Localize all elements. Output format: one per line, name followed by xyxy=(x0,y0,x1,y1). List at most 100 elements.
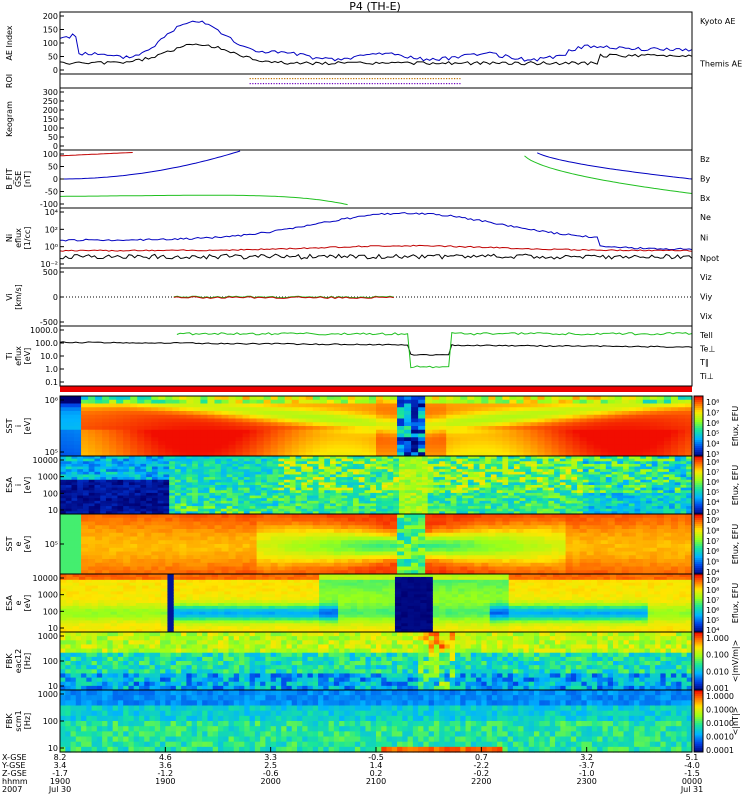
spectrogram-cell xyxy=(421,471,429,476)
spectrogram-cell xyxy=(330,508,337,512)
spectrogram-cell xyxy=(462,492,469,497)
spectrogram-cell xyxy=(516,566,525,571)
spectrogram-cell xyxy=(686,503,693,507)
spectrogram-cell xyxy=(439,466,446,470)
spectrogram-cell xyxy=(330,482,337,486)
spectrogram-cell xyxy=(277,555,286,560)
spectrogram-cell xyxy=(305,433,314,438)
spectrogram-cell xyxy=(593,411,602,416)
spectrogram-cell xyxy=(130,559,138,564)
spectrogram-cell xyxy=(559,458,567,462)
spectrogram-cell xyxy=(146,503,153,507)
spectrogram-cell xyxy=(542,477,549,481)
spectrogram-cell xyxy=(577,492,584,497)
spectrogram-cell xyxy=(467,477,475,481)
spectrogram-cell xyxy=(67,551,75,556)
spectrogram-cell xyxy=(614,452,623,457)
spectrogram-cell xyxy=(460,532,468,538)
spectrogram-cell xyxy=(123,429,131,435)
spectrogram-cell xyxy=(353,469,360,473)
spectrogram-cell xyxy=(305,418,314,423)
spectrogram-cell xyxy=(462,479,469,483)
spectrogram-cell xyxy=(383,555,391,560)
spectrogram-cell xyxy=(144,452,152,457)
spectrogram-cell xyxy=(109,562,117,568)
spectrogram-cell xyxy=(249,525,258,530)
spectrogram-cell xyxy=(571,500,578,505)
spectrogram-cell xyxy=(404,490,412,494)
spectrogram-cell xyxy=(291,411,300,416)
spectrogram-cell xyxy=(397,517,405,523)
spectrogram-cell xyxy=(508,487,515,491)
spectrogram-cell xyxy=(169,485,176,489)
spectrogram-cell xyxy=(249,521,258,526)
spectrogram-cell xyxy=(593,448,602,453)
spectrogram-cell xyxy=(261,485,268,489)
spectrogram-cell xyxy=(284,418,293,423)
spectrogram-cell xyxy=(577,508,584,512)
spectrogram-cell xyxy=(421,506,429,510)
spectrogram-cell xyxy=(646,456,653,460)
spectrogram-cell xyxy=(456,463,463,468)
spectrogram-cell xyxy=(600,399,609,405)
spectrogram-cell xyxy=(446,429,454,435)
spectrogram-cell xyxy=(60,441,68,446)
spectrogram-cell xyxy=(670,448,679,453)
spectrogram-cell xyxy=(397,536,405,541)
spectrogram-cell xyxy=(519,485,526,489)
spectrogram-cell xyxy=(207,529,216,534)
spectrogram-cell xyxy=(144,566,152,571)
spectrogram-cell xyxy=(572,396,581,401)
spectrogram-cell xyxy=(88,517,96,523)
spectrogram-cell xyxy=(67,547,75,553)
spectrogram-cell xyxy=(446,566,454,571)
spectrogram-cell xyxy=(502,437,511,442)
spectrogram-cell xyxy=(347,469,354,473)
spectrogram-cell xyxy=(398,456,406,460)
spectrogram-cell xyxy=(525,466,532,470)
spectrogram-cell xyxy=(425,555,433,560)
spectrogram-cell xyxy=(425,551,433,556)
spectrogram-cell xyxy=(242,411,251,416)
spectrogram-cell xyxy=(298,536,307,541)
spectrogram-cell xyxy=(594,511,601,515)
spectrogram-cell xyxy=(657,498,664,502)
spectrogram-cell xyxy=(100,490,107,494)
spectrogram-cell xyxy=(554,482,561,486)
spectrogram-cell xyxy=(611,477,618,481)
spectrogram-cell xyxy=(565,492,572,497)
spectrogram-cell xyxy=(361,433,370,438)
spectrogram-cell xyxy=(531,466,538,470)
spectrogram-cell xyxy=(686,456,693,460)
spectrogram-cell xyxy=(242,399,251,405)
spectrogram-cell xyxy=(256,514,265,519)
spectrogram-cell xyxy=(67,426,75,431)
spectrogram-cell xyxy=(60,396,68,401)
spectrogram-cell xyxy=(277,514,286,519)
spectrogram-cell xyxy=(525,458,532,462)
spectrogram-cell xyxy=(261,506,268,510)
spectrogram-cell xyxy=(548,511,555,515)
spectrogram-cell xyxy=(404,570,412,575)
spectrogram-cell xyxy=(663,396,672,401)
spectrogram-cell xyxy=(347,399,356,405)
spectrogram-cell xyxy=(340,444,349,450)
spectrogram-cell xyxy=(95,422,103,427)
spectrogram-cell xyxy=(249,559,258,564)
spectrogram-cell xyxy=(220,500,228,505)
spectrogram-cell xyxy=(531,463,538,468)
spectrogram-cell xyxy=(270,407,279,412)
spectrogram-cell xyxy=(656,437,665,442)
spectrogram-cell xyxy=(137,559,145,564)
spectrogram-cell xyxy=(628,487,636,491)
spectrogram-cell xyxy=(669,456,676,460)
spectrogram-cell xyxy=(600,503,607,507)
spectrogram-cell xyxy=(586,452,595,457)
spectrogram-cell xyxy=(291,448,300,453)
spectrogram-cell xyxy=(243,508,251,512)
spectrogram-cell xyxy=(531,500,538,505)
spectrogram-cell xyxy=(571,485,578,489)
spectrogram-cell xyxy=(479,482,486,486)
spectrogram-cell xyxy=(94,487,101,491)
spectrogram-cell xyxy=(347,514,356,519)
